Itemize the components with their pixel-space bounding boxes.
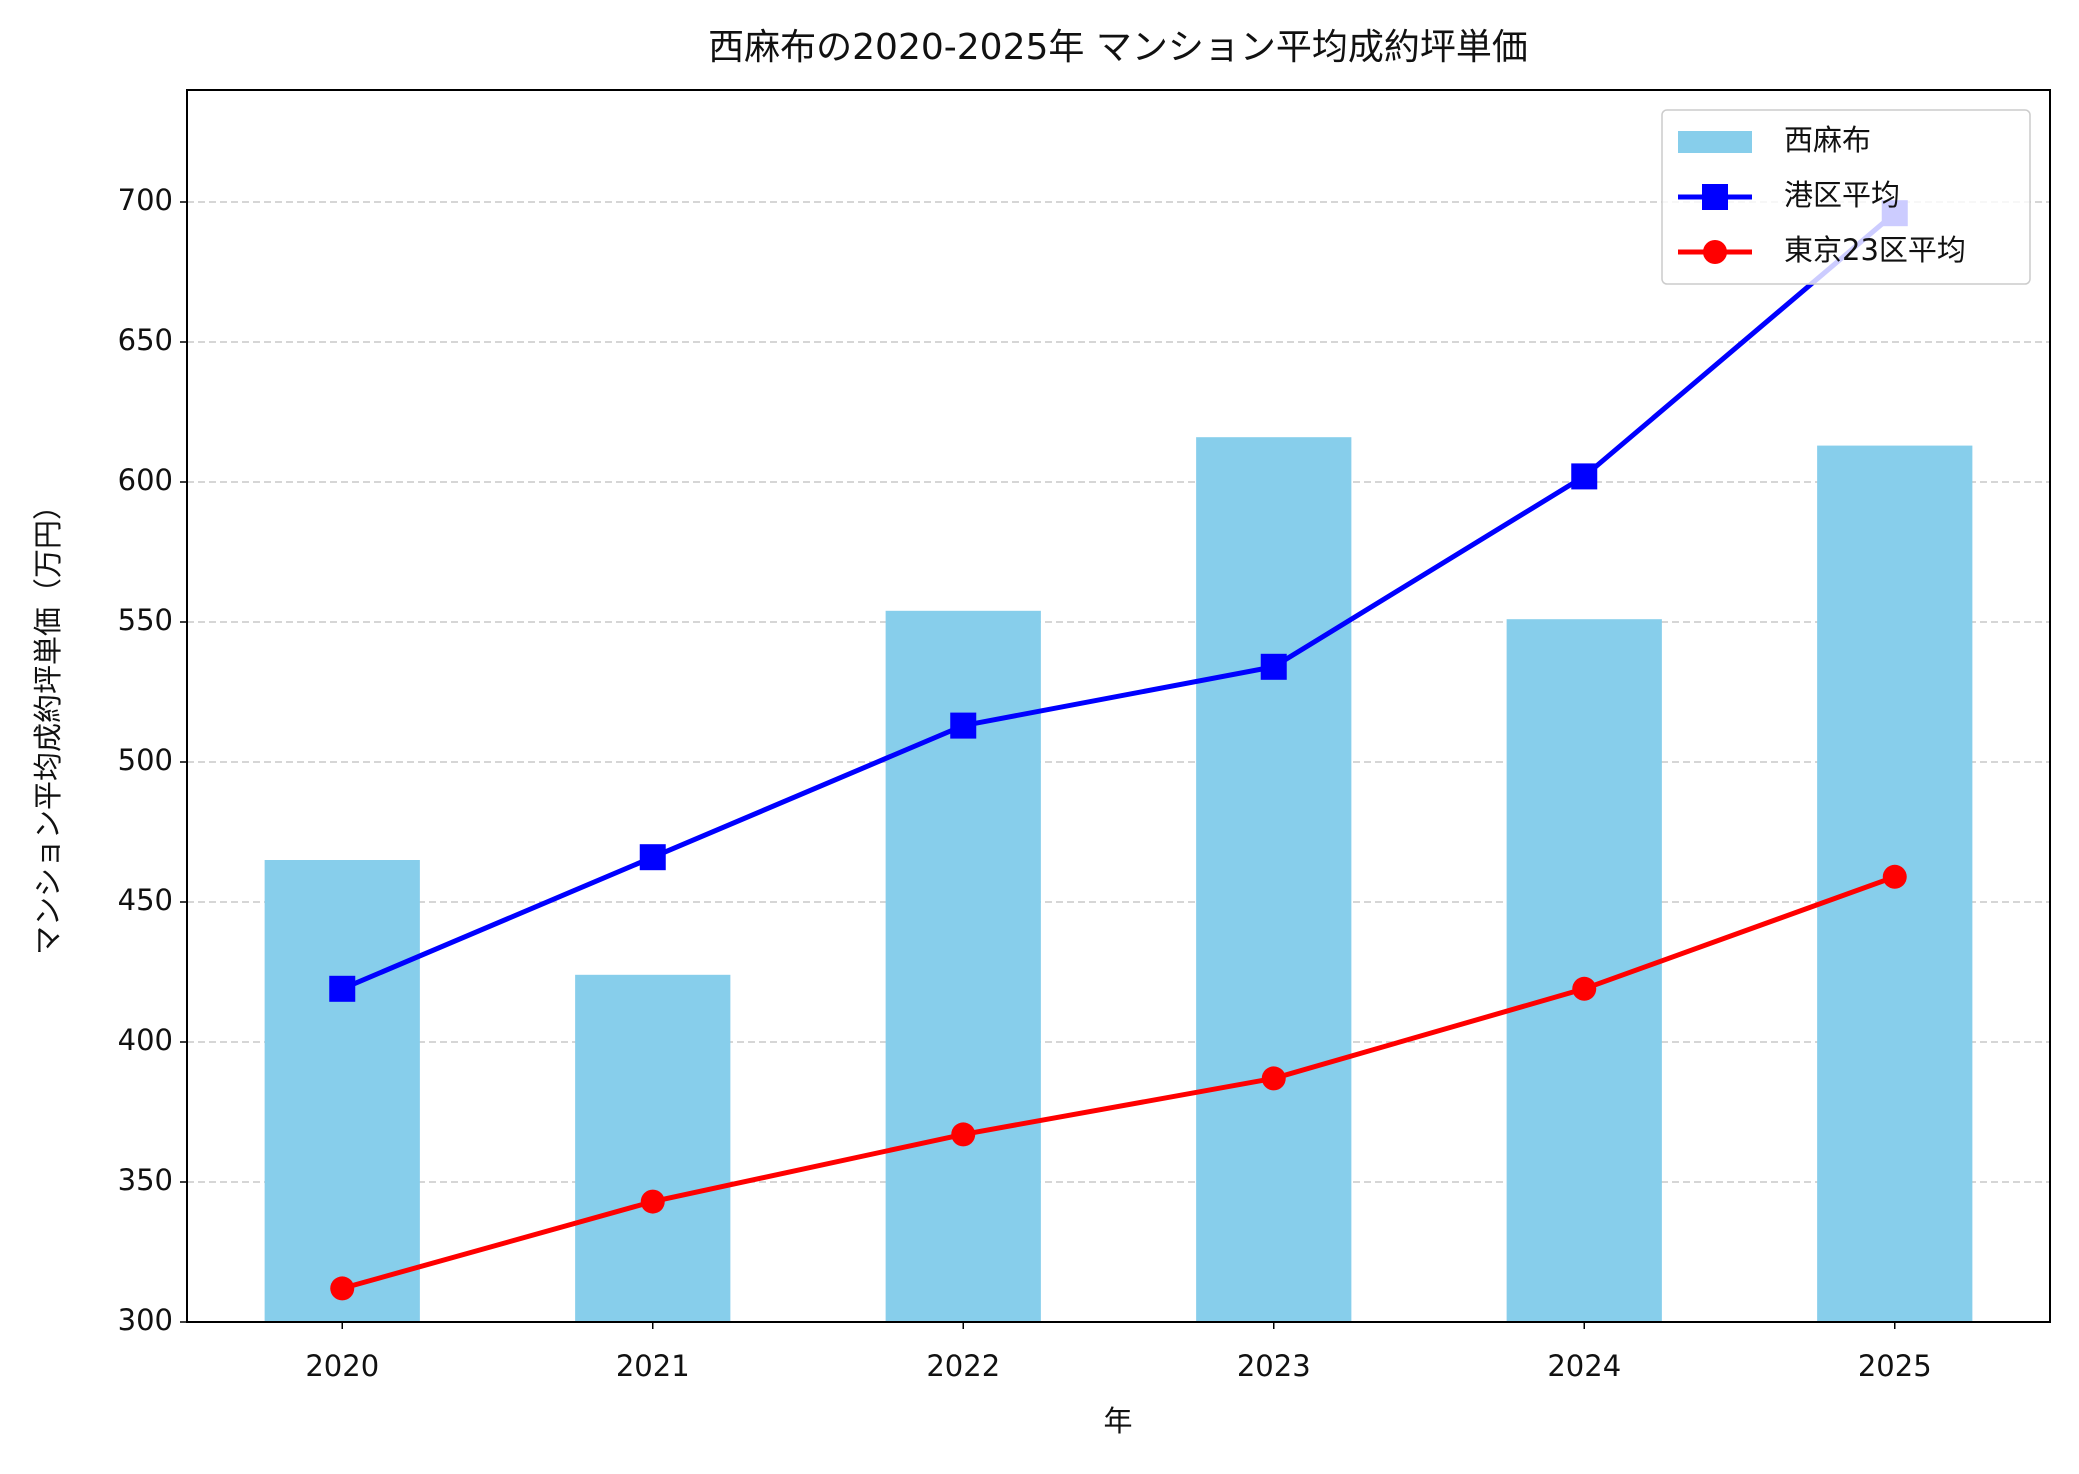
marker	[639, 844, 666, 871]
y-tick-label: 600	[118, 463, 173, 497]
marker	[1571, 463, 1598, 490]
bar	[575, 974, 731, 1322]
legend-label: 港区平均	[1784, 178, 1900, 212]
marker	[951, 1122, 976, 1147]
legend-swatch	[1678, 131, 1752, 153]
marker	[1261, 1066, 1286, 1091]
marker	[1260, 653, 1287, 680]
x-tick-label: 2021	[616, 1349, 690, 1383]
bar	[264, 860, 420, 1322]
x-tick-label: 2025	[1858, 1349, 1932, 1383]
y-tick-label: 700	[118, 183, 173, 217]
y-tick-label: 300	[118, 1303, 173, 1337]
y-tick-label: 550	[118, 603, 173, 637]
marker	[329, 975, 356, 1002]
line	[341, 874, 1896, 1291]
x-tick-label: 2020	[305, 1349, 379, 1383]
legend-label: 西麻布	[1784, 123, 1871, 157]
y-axis-label: マンション平均成約坪単価（万円）	[31, 491, 65, 955]
x-axis-label: 年	[1103, 1404, 1132, 1438]
line	[341, 211, 1897, 992]
marker	[640, 1189, 665, 1214]
marker	[330, 1276, 355, 1301]
plot-frame	[186, 89, 2051, 1323]
y-tick-label: 450	[118, 883, 173, 917]
legend-box	[1661, 109, 2031, 285]
x-tick-label: 2022	[926, 1349, 1000, 1383]
y-tick-label: 350	[118, 1163, 173, 1197]
marker	[1882, 864, 1907, 889]
legend-marker	[1703, 240, 1727, 264]
y-tick-label: 650	[118, 323, 173, 357]
marker	[950, 712, 977, 739]
x-tick-label: 2023	[1237, 1349, 1311, 1383]
y-tick-label: 400	[118, 1023, 173, 1057]
y-tick-label: 500	[118, 743, 173, 777]
chart-title: 西麻布の2020-2025年 マンション平均成約坪単価	[708, 27, 1528, 68]
legend-marker	[1702, 184, 1728, 210]
legend-label: 東京23区平均	[1784, 233, 1966, 267]
marker	[1572, 976, 1597, 1001]
x-tick-label: 2024	[1547, 1349, 1621, 1383]
bar	[1196, 437, 1352, 1322]
